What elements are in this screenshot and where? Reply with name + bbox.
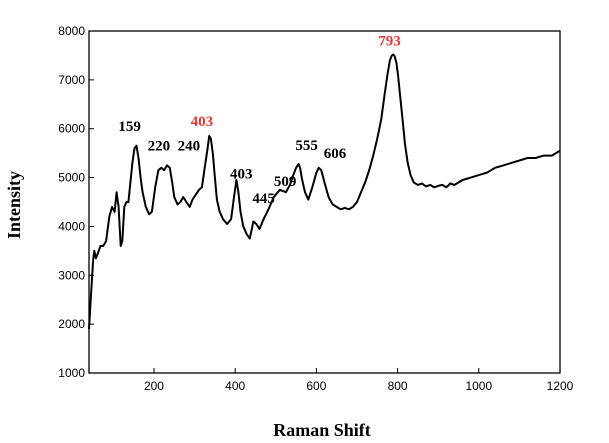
y-axis: 1000 2000 3000 4000 5000 6000 7000 8000 [58, 24, 94, 380]
peak-label: 555 [295, 138, 318, 154]
y-tick-label: 8000 [58, 24, 85, 38]
y-tick-label: 2000 [58, 317, 85, 331]
peak-label: 240 [178, 139, 201, 155]
y-tick-label: 3000 [58, 268, 85, 282]
plot-frame [88, 30, 561, 374]
series-line [88, 53, 561, 330]
x-tick-label: 1000 [465, 379, 492, 393]
x-tick-label: 600 [306, 379, 326, 393]
peak-label: 159 [118, 119, 141, 135]
x-tick-label: 1200 [547, 379, 574, 393]
peak-label: 509 [274, 174, 297, 190]
peak-label: 606 [324, 146, 347, 162]
y-tick-label: 5000 [58, 171, 85, 185]
y-axis-label: Intensity [4, 171, 24, 239]
y-tick-label: 4000 [58, 219, 85, 233]
x-axis-label: Raman Shift [273, 420, 371, 440]
x-axis: 200 400 600 800 1000 1200 [144, 368, 574, 393]
peak-label: 445 [252, 191, 275, 207]
y-tick-label: 6000 [58, 122, 85, 136]
y-tick-label: 1000 [58, 366, 85, 380]
peak-label: 220 [148, 139, 171, 155]
x-tick-label: 800 [388, 379, 408, 393]
peak-label: 403 [230, 167, 253, 183]
plot-area: 200 400 600 800 1000 1200 1000 2000 3000 4000 500… [58, 24, 573, 393]
peak-label: 403 [191, 114, 214, 130]
y-tick-label: 7000 [58, 73, 85, 87]
x-tick-label: 200 [144, 379, 164, 393]
x-tick-label: 400 [225, 379, 245, 393]
peak-label: 793 [378, 34, 401, 50]
